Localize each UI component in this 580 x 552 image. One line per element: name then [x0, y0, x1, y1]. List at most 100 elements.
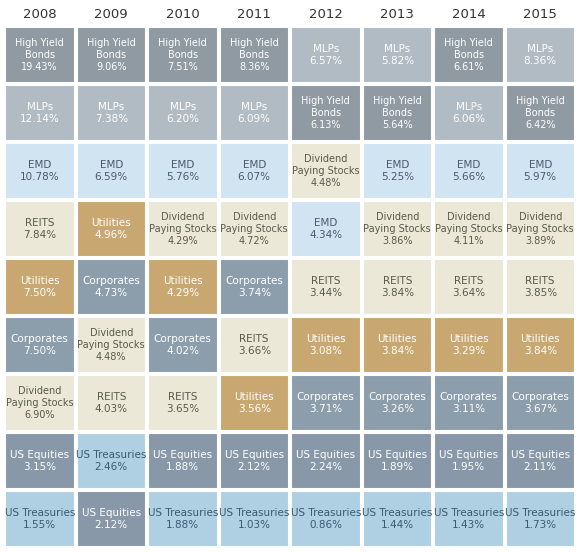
Text: US Treasuries
1.73%: US Treasuries 1.73%	[505, 508, 575, 530]
Text: US Equities
2.12%: US Equities 2.12%	[82, 508, 141, 530]
Text: Dividend
Paying Stocks
4.72%: Dividend Paying Stocks 4.72%	[220, 212, 288, 246]
Bar	[5, 85, 74, 141]
Text: Utilities
3.84%: Utilities 3.84%	[378, 334, 417, 356]
Text: Utilities
4.96%: Utilities 4.96%	[92, 218, 131, 240]
Bar	[291, 375, 361, 431]
Bar	[362, 375, 432, 431]
Bar	[148, 85, 218, 141]
Bar	[5, 259, 74, 315]
Text: 2008: 2008	[23, 8, 57, 22]
Text: EMD
5.76%: EMD 5.76%	[166, 160, 200, 182]
Bar	[434, 27, 503, 83]
Text: US Equities
1.89%: US Equities 1.89%	[368, 450, 427, 472]
Text: REITS
3.65%: REITS 3.65%	[166, 392, 200, 414]
Text: EMD
5.66%: EMD 5.66%	[452, 160, 485, 182]
Bar	[219, 317, 289, 373]
Bar	[77, 433, 146, 489]
Bar	[148, 27, 218, 83]
Bar	[77, 375, 146, 431]
Text: Utilities
7.50%: Utilities 7.50%	[20, 276, 60, 298]
Bar	[362, 143, 432, 199]
Text: Dividend
Paying Stocks
4.48%: Dividend Paying Stocks 4.48%	[292, 154, 360, 188]
Bar	[291, 201, 361, 257]
Bar	[506, 375, 575, 431]
Text: High Yield
Bonds
6.61%: High Yield Bonds 6.61%	[444, 38, 493, 72]
Bar	[362, 201, 432, 257]
Bar	[77, 27, 146, 83]
Text: REITS
3.66%: REITS 3.66%	[238, 334, 271, 356]
Text: EMD
4.34%: EMD 4.34%	[309, 218, 342, 240]
Text: 2011: 2011	[237, 8, 271, 22]
Text: MLPs
6.06%: MLPs 6.06%	[452, 102, 485, 124]
Bar	[362, 27, 432, 83]
Bar	[148, 375, 218, 431]
Bar	[219, 85, 289, 141]
Bar	[219, 143, 289, 199]
Text: Utilities
3.84%: Utilities 3.84%	[520, 334, 560, 356]
Text: US Treasuries
0.86%: US Treasuries 0.86%	[291, 508, 361, 530]
Text: High Yield
Bonds
5.64%: High Yield Bonds 5.64%	[373, 96, 422, 130]
Text: Corporates
4.02%: Corporates 4.02%	[154, 334, 212, 356]
Text: Dividend
Paying Stocks
4.48%: Dividend Paying Stocks 4.48%	[78, 328, 145, 362]
Bar	[506, 143, 575, 199]
Text: US Equities
2.11%: US Equities 2.11%	[510, 450, 570, 472]
Text: MLPs
6.57%: MLPs 6.57%	[309, 44, 342, 66]
Bar	[77, 317, 146, 373]
Bar	[148, 317, 218, 373]
Bar	[148, 259, 218, 315]
Bar	[148, 433, 218, 489]
Text: REITS
4.03%: REITS 4.03%	[95, 392, 128, 414]
Bar	[219, 27, 289, 83]
Text: High Yield
Bonds
9.06%: High Yield Bonds 9.06%	[87, 38, 136, 72]
Bar	[434, 201, 503, 257]
Text: EMD
6.07%: EMD 6.07%	[238, 160, 271, 182]
Text: 2013: 2013	[380, 8, 414, 22]
Text: 2009: 2009	[95, 8, 128, 22]
Text: MLPs
6.20%: MLPs 6.20%	[166, 102, 200, 124]
Bar	[219, 491, 289, 547]
Text: REITS
7.84%: REITS 7.84%	[23, 218, 56, 240]
Text: Dividend
Paying Stocks
4.29%: Dividend Paying Stocks 4.29%	[149, 212, 216, 246]
Text: EMD
5.97%: EMD 5.97%	[524, 160, 557, 182]
Text: MLPs
7.38%: MLPs 7.38%	[95, 102, 128, 124]
Text: US Treasuries
2.46%: US Treasuries 2.46%	[76, 450, 146, 472]
Text: Utilities
3.29%: Utilities 3.29%	[449, 334, 488, 356]
Bar	[5, 317, 74, 373]
Bar	[5, 375, 74, 431]
Bar	[77, 85, 146, 141]
Bar	[148, 201, 218, 257]
Bar	[5, 491, 74, 547]
Text: Dividend
Paying Stocks
3.86%: Dividend Paying Stocks 3.86%	[364, 212, 431, 246]
Bar	[362, 85, 432, 141]
Text: Corporates
3.26%: Corporates 3.26%	[368, 392, 426, 414]
Text: High Yield
Bonds
8.36%: High Yield Bonds 8.36%	[230, 38, 278, 72]
Bar	[291, 491, 361, 547]
Text: Corporates
4.73%: Corporates 4.73%	[82, 276, 140, 298]
Bar	[362, 433, 432, 489]
Bar	[219, 201, 289, 257]
Bar	[5, 27, 74, 83]
Bar	[5, 433, 74, 489]
Text: US Equities
3.15%: US Equities 3.15%	[10, 450, 70, 472]
Text: REITS
3.84%: REITS 3.84%	[380, 276, 414, 298]
Text: Dividend
Paying Stocks
3.89%: Dividend Paying Stocks 3.89%	[506, 212, 574, 246]
Text: US Treasuries
1.43%: US Treasuries 1.43%	[434, 508, 504, 530]
Text: Utilities
4.29%: Utilities 4.29%	[163, 276, 202, 298]
Bar	[148, 491, 218, 547]
Text: Corporates
3.74%: Corporates 3.74%	[225, 276, 283, 298]
Text: 2014: 2014	[452, 8, 485, 22]
Text: US Equities
2.24%: US Equities 2.24%	[296, 450, 356, 472]
Bar	[434, 85, 503, 141]
Text: EMD
6.59%: EMD 6.59%	[95, 160, 128, 182]
Bar	[434, 143, 503, 199]
Text: 2010: 2010	[166, 8, 200, 22]
Text: MLPs
6.09%: MLPs 6.09%	[238, 102, 271, 124]
Bar	[5, 143, 74, 199]
Text: High Yield
Bonds
7.51%: High Yield Bonds 7.51%	[158, 38, 207, 72]
Bar	[362, 317, 432, 373]
Bar	[506, 85, 575, 141]
Bar	[148, 143, 218, 199]
Text: US Equities
2.12%: US Equities 2.12%	[224, 450, 284, 472]
Text: US Equities
1.95%: US Equities 1.95%	[439, 450, 498, 472]
Text: EMD
5.25%: EMD 5.25%	[380, 160, 414, 182]
